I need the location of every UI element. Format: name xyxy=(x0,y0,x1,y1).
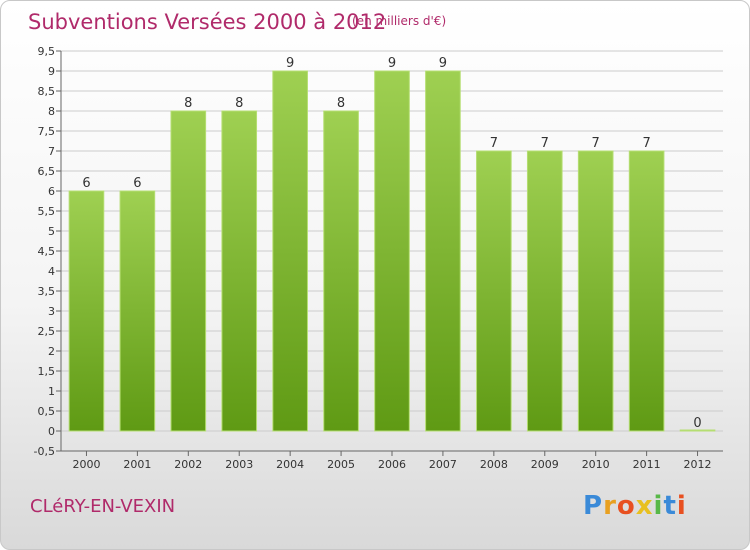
bar-2002 xyxy=(170,110,207,432)
logo-letter: t xyxy=(663,491,677,521)
y-tick-label: 9 xyxy=(48,65,55,78)
bar-2003 xyxy=(221,110,258,432)
y-tick-label: 4,5 xyxy=(38,245,56,258)
chart-title: Subventions Versées 2000 à 2012 xyxy=(28,10,387,34)
bar-2001 xyxy=(119,190,156,432)
data-labels: 6 6 8 8 9 8 9 9 7 7 7 7 0 xyxy=(82,56,701,431)
y-tick-label: 6,5 xyxy=(38,165,56,178)
y-tick-label: 6 xyxy=(48,185,55,198)
data-label: 0 xyxy=(693,416,701,431)
y-tick-label: 7 xyxy=(48,145,55,158)
x-tick-label: 2010 xyxy=(582,458,610,471)
data-label: 9 xyxy=(286,56,294,71)
data-label: 7 xyxy=(490,136,498,151)
x-tick-label: 2001 xyxy=(123,458,151,471)
chart-subtitle: (en milliers d'€) xyxy=(352,14,447,28)
data-label: 8 xyxy=(235,96,243,111)
bar-2009 xyxy=(526,150,563,432)
y-tick-label: 1,5 xyxy=(38,365,56,378)
y-tick-label: 3 xyxy=(48,305,55,318)
data-label: 8 xyxy=(337,96,345,111)
bar-2012 xyxy=(679,429,716,432)
x-tick-label: 2003 xyxy=(225,458,253,471)
y-tick-label: 5 xyxy=(48,225,55,238)
bars xyxy=(68,70,716,432)
data-label: 9 xyxy=(388,56,396,71)
x-tick-label: 2009 xyxy=(531,458,559,471)
y-tick-label: 9,5 xyxy=(38,45,56,58)
x-tick-label: 2000 xyxy=(72,458,100,471)
y-tick-label: 3,5 xyxy=(38,285,56,298)
bar-2008 xyxy=(476,150,512,432)
bar-2006 xyxy=(374,70,410,432)
data-label: 7 xyxy=(592,136,600,151)
logo-letter: i xyxy=(676,491,687,521)
data-label: 8 xyxy=(184,96,192,111)
bar-2007 xyxy=(425,70,461,432)
logo-letter: r xyxy=(603,491,617,521)
y-tick-label: 0,5 xyxy=(38,405,56,418)
x-tick-label: 2005 xyxy=(327,458,355,471)
commune-name: CLéRY-EN-VEXIN xyxy=(30,496,176,517)
logo-letter: o xyxy=(616,491,636,521)
logo-letter: P xyxy=(583,491,604,521)
data-label: 7 xyxy=(642,136,650,151)
axes: -0,5 0 0,5 1 1,5 2 2,5 3 3,5 4 4,5 5 5,5 6 6,5 7 7,5 8 8,5… xyxy=(34,45,723,471)
y-tick-label: 4 xyxy=(48,265,55,278)
y-tick-label: 7,5 xyxy=(38,125,56,138)
x-tick-label: 2007 xyxy=(429,458,457,471)
x-tick-label: 2004 xyxy=(276,458,304,471)
y-tick-label: 2,5 xyxy=(38,325,56,338)
y-tick-label: 0 xyxy=(48,425,55,438)
data-label: 6 xyxy=(82,176,90,191)
x-tick-label: 2002 xyxy=(174,458,202,471)
y-tick-label: 1 xyxy=(48,385,55,398)
x-tick-label: 2006 xyxy=(378,458,406,471)
data-label: 6 xyxy=(133,176,141,191)
y-tick-label: 8,5 xyxy=(38,85,56,98)
x-tick-label: 2011 xyxy=(633,458,661,471)
logo-letter: x xyxy=(635,491,654,521)
data-label: 7 xyxy=(541,136,549,151)
logo-letter: i xyxy=(653,491,664,521)
bar-2005 xyxy=(323,110,359,432)
bar-2011 xyxy=(628,150,665,432)
y-tick-label: -0,5 xyxy=(34,445,55,458)
bar-2000 xyxy=(68,190,105,432)
x-tick-label: 2008 xyxy=(480,458,508,471)
y-tick-label: 2 xyxy=(48,345,55,358)
data-label: 9 xyxy=(439,56,447,71)
x-tick-label: 2012 xyxy=(684,458,712,471)
y-tick-label: 5,5 xyxy=(38,205,56,218)
y-tick-label: 8 xyxy=(48,105,55,118)
bar-2010 xyxy=(577,150,614,432)
proxiti-logo: Proxiti xyxy=(583,491,687,521)
bar-2004 xyxy=(272,70,308,432)
